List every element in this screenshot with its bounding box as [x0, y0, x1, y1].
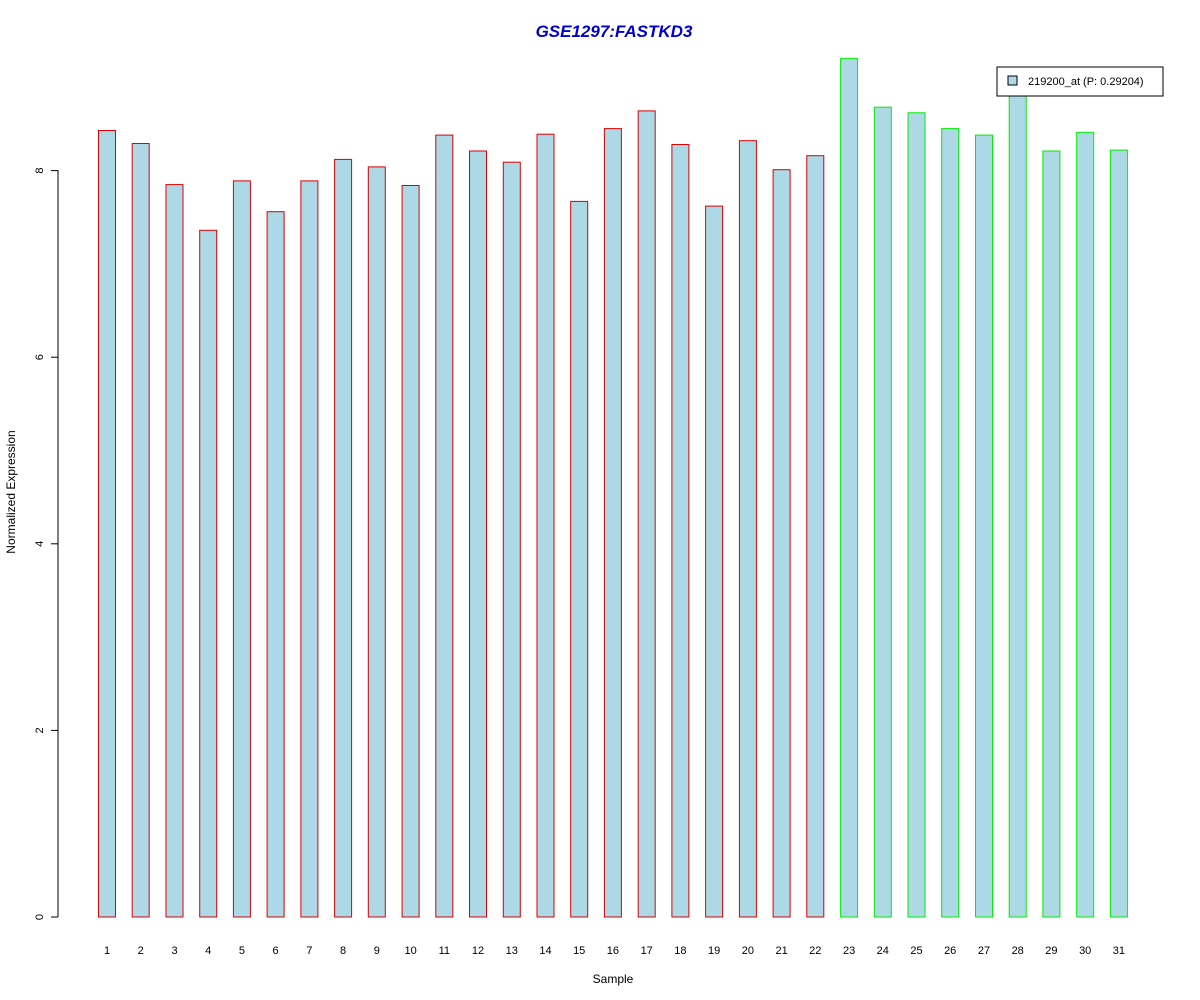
x-tick-label: 7	[306, 945, 312, 957]
legend-swatch	[1007, 75, 1018, 86]
x-tick-label: 18	[674, 945, 686, 957]
x-tick-label: 11	[439, 945, 450, 957]
bar-sample-24	[873, 106, 892, 918]
bar-sample-28	[1008, 93, 1027, 918]
bar-sample-20	[738, 140, 757, 918]
bar-series	[98, 58, 1128, 918]
bar-sample-29	[1042, 150, 1061, 918]
x-tick-label: 4	[205, 945, 211, 957]
x-tick-label: 10	[404, 945, 416, 957]
x-tick-label: 21	[775, 945, 787, 957]
bar-sample-13	[502, 161, 521, 918]
x-tick-label: 13	[506, 945, 518, 957]
x-tick-label: 2	[138, 945, 144, 957]
chart-title: GSE1297:FASTKD3	[536, 22, 693, 41]
bar-sample-22	[806, 155, 825, 918]
bar-sample-17	[637, 110, 656, 918]
x-tick-label: 15	[573, 945, 585, 957]
x-tick-label: 6	[273, 945, 279, 957]
bar-sample-27	[975, 134, 993, 918]
bar-sample-23	[840, 58, 859, 918]
x-tick-label: 30	[1079, 945, 1091, 957]
x-tick-label: 14	[539, 945, 551, 957]
y-tick-label: 0	[34, 914, 46, 920]
legend-box	[996, 66, 1164, 97]
x-tick-label: 19	[708, 945, 720, 957]
x-tick-label: 8	[340, 945, 346, 957]
bar-sample-25	[907, 112, 926, 918]
x-axis-label: Sample	[593, 972, 634, 986]
bar-sample-10	[401, 185, 420, 918]
x-tick-label: 9	[374, 945, 380, 957]
bar-sample-8	[334, 158, 353, 918]
bar-sample-9	[367, 166, 386, 918]
x-axis-tick-labels: 1 2 3 4 5 6 7 8 9 10 11 12 13 14 15 16 17 18 19 20 21 22 23 24 2…	[104, 945, 1125, 957]
bar-sample-16	[603, 128, 622, 918]
x-tick-label: 26	[944, 945, 956, 957]
bar-sample-11	[435, 134, 454, 918]
x-tick-label: 1	[104, 945, 110, 957]
y-axis-label: Normalized Expression	[4, 430, 18, 553]
x-tick-label: 22	[809, 945, 821, 957]
y-tick-label: 4	[34, 541, 46, 547]
legend-label: 219200_at (P: 0.29204)	[1028, 76, 1144, 88]
x-tick-label: 3	[171, 945, 177, 957]
legend: 219200_at (P: 0.29204)	[996, 66, 1164, 97]
x-tick-label: 28	[1012, 945, 1024, 957]
bar-sample-31	[1109, 149, 1128, 918]
bar-sample-14	[536, 133, 555, 918]
bar-sample-4	[199, 229, 218, 918]
x-tick-label: 12	[472, 945, 484, 957]
bar-sample-6	[266, 211, 285, 918]
bar-sample-19	[705, 205, 724, 918]
x-tick-label: 31	[1113, 945, 1125, 957]
x-tick-label: 25	[910, 945, 922, 957]
bar-sample-18	[671, 144, 690, 918]
x-tick-label: 23	[843, 945, 855, 957]
bar-sample-12	[469, 150, 487, 918]
bar-sample-2	[131, 143, 150, 918]
x-tick-label: 29	[1045, 945, 1057, 957]
bar-sample-15	[570, 200, 589, 918]
y-tick-label: 8	[34, 168, 46, 174]
x-tick-label: 17	[641, 945, 653, 957]
bar-sample-21	[772, 169, 791, 918]
bar-sample-7	[300, 180, 319, 918]
bar-sample-26	[941, 128, 960, 918]
bar-sample-5	[232, 180, 251, 918]
y-axis-ticks: 0 2 4 6 8	[34, 168, 58, 920]
x-tick-label: 16	[607, 945, 619, 957]
bar-sample-1	[98, 130, 116, 918]
y-tick-label: 2	[34, 727, 46, 733]
bar-sample-30	[1076, 131, 1095, 918]
x-tick-label: 27	[978, 945, 990, 957]
x-tick-label: 5	[239, 945, 245, 957]
bar-sample-3	[165, 184, 184, 918]
x-tick-label: 20	[742, 945, 754, 957]
x-tick-label: 24	[877, 945, 889, 957]
y-tick-label: 6	[34, 354, 46, 360]
